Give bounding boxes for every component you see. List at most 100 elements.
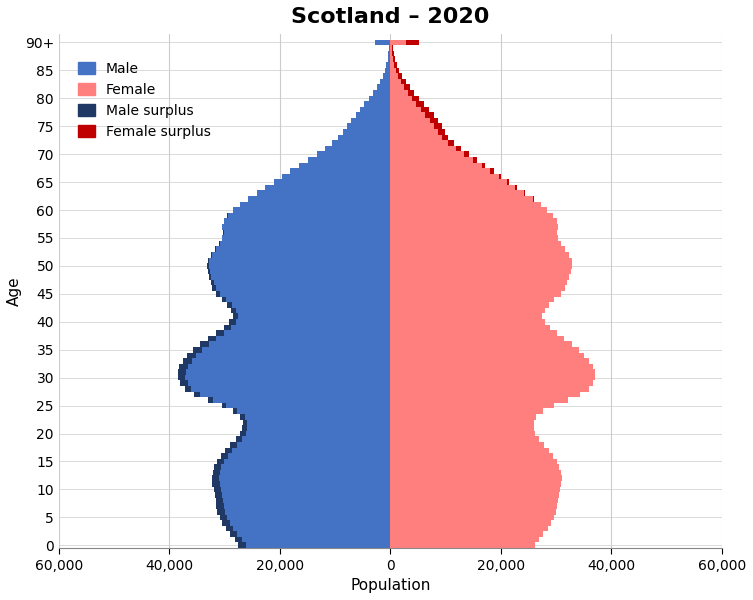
Bar xyxy=(222,235,390,241)
Bar xyxy=(456,146,461,151)
Bar xyxy=(211,280,214,286)
Bar xyxy=(224,330,390,336)
Bar xyxy=(194,392,200,397)
Y-axis label: Age: Age xyxy=(7,276,22,306)
Bar xyxy=(212,274,390,280)
Bar xyxy=(220,515,227,520)
Bar xyxy=(390,151,464,157)
Bar xyxy=(247,425,390,431)
Bar xyxy=(216,336,390,341)
Bar xyxy=(390,174,498,179)
Bar xyxy=(291,168,390,174)
Bar xyxy=(425,112,434,118)
Bar xyxy=(188,364,390,369)
Bar xyxy=(221,464,390,470)
Bar xyxy=(308,157,390,163)
Bar xyxy=(390,341,572,347)
Bar xyxy=(245,431,390,436)
Bar xyxy=(392,51,394,56)
Bar xyxy=(390,218,556,224)
Bar xyxy=(223,498,390,503)
Bar xyxy=(390,168,490,174)
Bar xyxy=(224,218,390,224)
Bar xyxy=(438,129,445,134)
Bar xyxy=(230,532,237,537)
Legend: Male, Female, Male surplus, Female surplus: Male, Female, Male surplus, Female surpl… xyxy=(72,56,216,145)
Bar xyxy=(221,487,390,492)
Bar xyxy=(332,140,390,146)
Bar xyxy=(226,403,390,409)
Bar xyxy=(224,230,390,235)
Bar xyxy=(406,40,419,45)
Bar xyxy=(317,151,390,157)
Bar xyxy=(186,369,390,375)
Bar xyxy=(390,224,559,230)
Bar xyxy=(390,207,547,213)
Bar xyxy=(482,163,486,168)
Bar xyxy=(390,425,533,431)
Bar xyxy=(257,190,390,196)
Bar xyxy=(383,73,390,79)
Bar xyxy=(390,403,554,409)
Bar xyxy=(236,442,390,448)
Bar xyxy=(236,436,242,442)
Bar xyxy=(192,358,390,364)
Bar xyxy=(386,62,390,68)
Bar xyxy=(390,419,533,425)
Bar xyxy=(240,202,390,207)
Bar xyxy=(390,118,430,124)
Bar xyxy=(393,56,395,62)
Bar xyxy=(385,68,390,73)
Bar xyxy=(390,431,535,436)
Bar xyxy=(215,247,216,252)
Bar xyxy=(375,40,390,45)
Bar xyxy=(343,129,390,134)
Bar xyxy=(187,380,390,386)
Bar xyxy=(390,532,544,537)
Bar xyxy=(208,257,209,263)
Bar xyxy=(346,124,390,129)
Bar xyxy=(222,403,226,409)
Bar xyxy=(209,269,390,274)
Bar xyxy=(222,296,226,302)
Bar xyxy=(390,107,421,112)
Bar xyxy=(390,526,548,532)
Bar xyxy=(390,448,549,453)
Bar xyxy=(191,386,390,392)
Bar xyxy=(390,196,533,202)
Bar xyxy=(390,280,567,286)
Bar xyxy=(282,174,390,179)
Bar xyxy=(390,157,473,163)
Bar xyxy=(390,364,593,369)
Bar xyxy=(207,263,209,269)
Bar xyxy=(390,397,568,403)
Bar xyxy=(390,274,569,280)
Bar xyxy=(390,179,507,185)
Bar xyxy=(209,274,212,280)
Bar xyxy=(408,90,414,95)
Bar xyxy=(239,542,245,548)
Bar xyxy=(200,392,390,397)
Bar xyxy=(421,107,429,112)
Bar xyxy=(390,291,560,296)
Bar xyxy=(412,95,419,101)
Bar xyxy=(274,179,390,185)
Bar xyxy=(390,330,556,336)
Bar xyxy=(389,51,390,56)
Bar xyxy=(179,364,188,369)
Bar xyxy=(390,537,539,542)
Bar xyxy=(209,257,390,263)
Bar xyxy=(220,481,390,487)
Bar xyxy=(390,124,434,129)
Bar xyxy=(214,464,221,470)
Bar xyxy=(390,247,565,252)
Bar xyxy=(390,458,556,464)
Bar xyxy=(364,101,390,107)
Bar xyxy=(234,537,242,542)
Bar xyxy=(390,313,542,319)
Bar xyxy=(245,542,390,548)
Bar xyxy=(224,503,390,509)
Bar xyxy=(390,481,561,487)
Bar xyxy=(390,492,559,498)
Bar xyxy=(390,134,442,140)
